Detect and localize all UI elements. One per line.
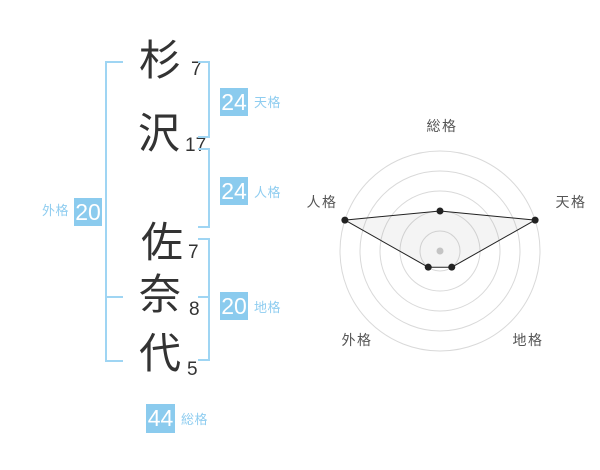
name-char-2: 沢 [138, 110, 181, 157]
radar-data-point [424, 263, 432, 271]
jinkaku-bracket-tick-bottom [198, 226, 210, 228]
jinkaku-label: 人格 [254, 185, 282, 200]
gaikaku-value-badge: 20 [74, 198, 102, 226]
radar-center-dot [436, 247, 444, 255]
radar-axis-label: 総格 [427, 118, 458, 134]
jinkaku-bracket-tick-top [198, 148, 210, 150]
stroke-count-2: 17 [185, 135, 207, 156]
name-char-5: 代 [139, 330, 182, 377]
gaikaku-label: 外格 [42, 203, 70, 218]
radar-ring [379, 190, 501, 312]
radar-data-point [531, 216, 539, 224]
name-char-3: 佐 [141, 219, 184, 266]
soukaku-label: 総格 [181, 412, 209, 427]
gaikaku-bracket-tick-middle [105, 296, 123, 298]
stroke-count-5: 5 [187, 359, 198, 380]
jinkaku-bracket-line [208, 148, 210, 228]
radar-data-point [448, 263, 456, 271]
tenkaku-bracket-tick-bottom [198, 136, 210, 138]
name-char-1: 杉 [139, 37, 182, 84]
radar-axis-label: 天格 [556, 194, 587, 210]
tenkaku-bracket-tick-top [198, 61, 210, 63]
gaikaku-bracket-tick-bottom [105, 360, 123, 362]
stroke-count-4: 8 [189, 299, 200, 320]
tenkaku-bracket-line [208, 61, 210, 138]
name-char-4: 奈 [139, 271, 182, 318]
chikaku-label: 地格 [254, 300, 282, 315]
radar-ring [339, 150, 541, 352]
stroke-count-3: 7 [188, 242, 199, 263]
radar-axis-label: 人格 [307, 194, 338, 210]
radar-axis-label: 外格 [342, 332, 373, 348]
jinkaku-value-badge: 24 [220, 177, 248, 205]
radar-data-point [436, 207, 444, 215]
radar-ring [419, 230, 461, 272]
stroke-count-1: 7 [191, 59, 202, 80]
chikaku-value-badge: 20 [220, 292, 248, 320]
tenkaku-label: 天格 [254, 95, 282, 110]
chikaku-bracket-tick-top [198, 238, 210, 240]
chikaku-bracket-tick-middle [198, 296, 210, 298]
chikaku-bracket-tick-bottom [198, 359, 210, 361]
tenkaku-value-badge: 24 [220, 88, 248, 116]
radar-polygon [343, 210, 537, 268]
radar-axis-label: 地格 [513, 332, 544, 348]
radar-ring [359, 170, 521, 332]
soukaku-value-badge: 44 [146, 404, 175, 433]
gaikaku-bracket-tick-top [105, 61, 123, 63]
radar-data-point [341, 216, 349, 224]
gaikaku-bracket-line [105, 61, 107, 362]
chikaku-bracket-line [208, 238, 210, 361]
